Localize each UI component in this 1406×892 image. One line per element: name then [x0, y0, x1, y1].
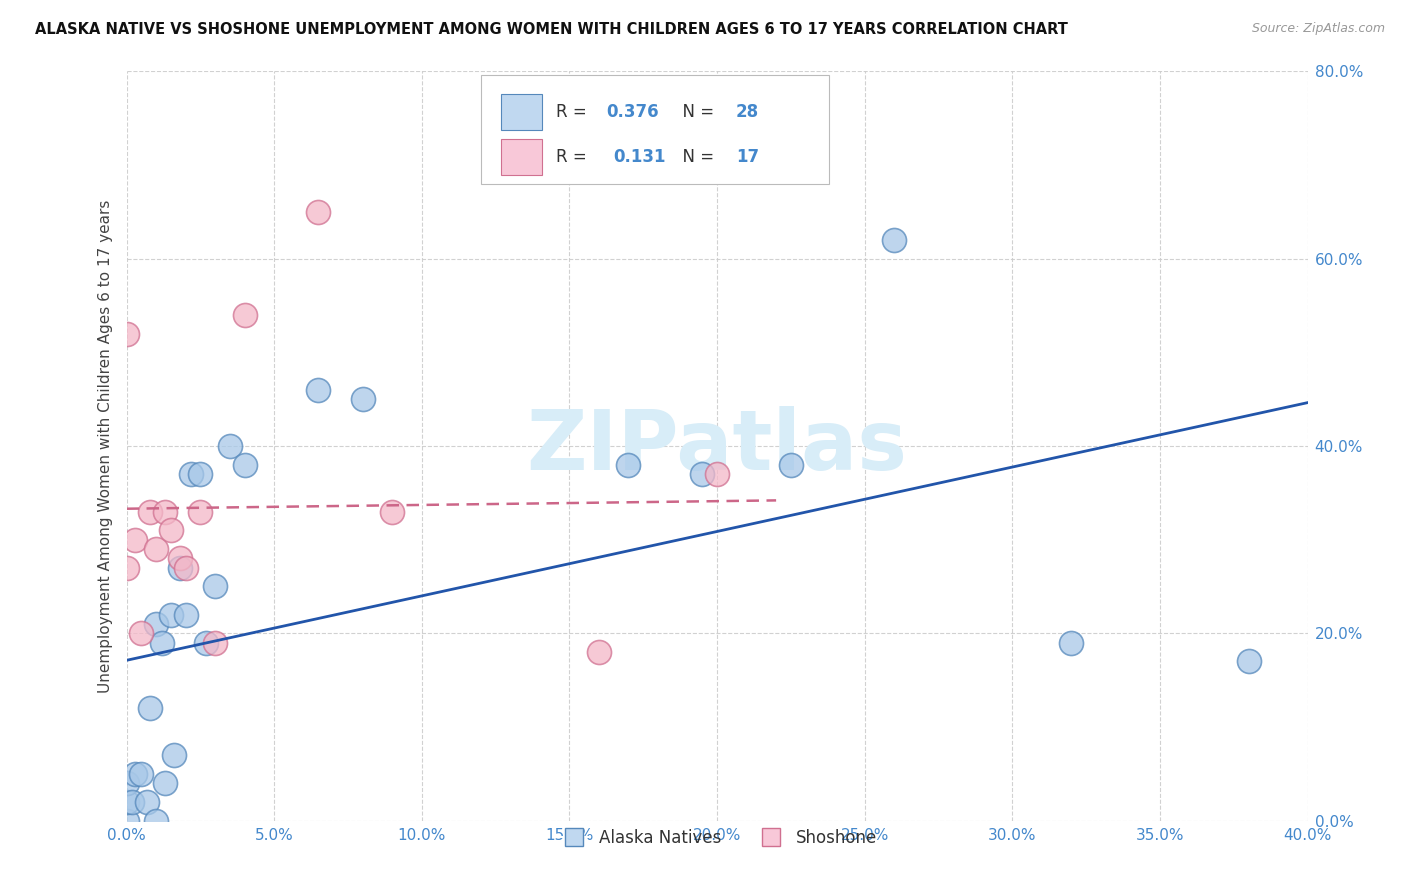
Point [160, 524, 183, 538]
Point [188, 467, 212, 482]
Point [121, 795, 143, 809]
Point [129, 626, 153, 640]
Point [139, 505, 162, 519]
Point [136, 795, 159, 809]
Text: N =: N = [672, 103, 720, 120]
Point [780, 458, 803, 472]
Point [617, 458, 640, 472]
Point [233, 308, 256, 322]
Point [233, 458, 256, 472]
FancyBboxPatch shape [481, 75, 830, 184]
Text: ALASKA NATIVE VS SHOSHONE UNEMPLOYMENT AMONG WOMEN WITH CHILDREN AGES 6 TO 17 YE: ALASKA NATIVE VS SHOSHONE UNEMPLOYMENT A… [35, 22, 1069, 37]
Text: ZIPatlas: ZIPatlas [527, 406, 907, 486]
Legend: Alaska Natives, Shoshone: Alaska Natives, Shoshone [550, 822, 884, 854]
Point [204, 580, 226, 594]
Point [1237, 655, 1260, 669]
Point [145, 542, 167, 557]
Text: 17: 17 [735, 148, 759, 166]
Text: 28: 28 [735, 103, 759, 120]
Point [588, 645, 610, 659]
Text: R =: R = [557, 103, 592, 120]
Text: 0.376: 0.376 [606, 103, 658, 120]
Text: Source: ZipAtlas.com: Source: ZipAtlas.com [1251, 22, 1385, 36]
Point [139, 701, 162, 715]
Point [124, 767, 146, 781]
Text: N =: N = [672, 148, 720, 166]
Point [174, 607, 197, 622]
Point [195, 635, 218, 649]
Point [163, 747, 186, 762]
Point [883, 233, 905, 247]
Point [169, 551, 191, 566]
Point [706, 467, 728, 482]
Point [188, 505, 212, 519]
Point [308, 383, 330, 397]
Point [381, 505, 404, 519]
Point [145, 814, 167, 828]
Point [692, 467, 714, 482]
Bar [501, 139, 543, 175]
Point [160, 607, 183, 622]
Point [150, 635, 173, 649]
Point [180, 467, 202, 482]
Point [219, 439, 242, 453]
Point [153, 505, 176, 519]
Text: R =: R = [557, 148, 598, 166]
Y-axis label: Unemployment Among Women with Children Ages 6 to 17 years: Unemployment Among Women with Children A… [97, 199, 112, 693]
Point [169, 561, 191, 575]
Point [115, 326, 138, 341]
Point [352, 392, 374, 407]
Bar [501, 94, 543, 130]
Point [115, 776, 138, 790]
Point [204, 635, 226, 649]
Point [145, 617, 167, 632]
Text: 0.131: 0.131 [613, 148, 665, 166]
Point [1060, 635, 1083, 649]
Point [129, 767, 153, 781]
Point [115, 795, 138, 809]
Point [115, 814, 138, 828]
Point [174, 561, 197, 575]
Point [153, 776, 176, 790]
Point [115, 561, 138, 575]
Point [308, 205, 330, 219]
Point [124, 533, 146, 547]
